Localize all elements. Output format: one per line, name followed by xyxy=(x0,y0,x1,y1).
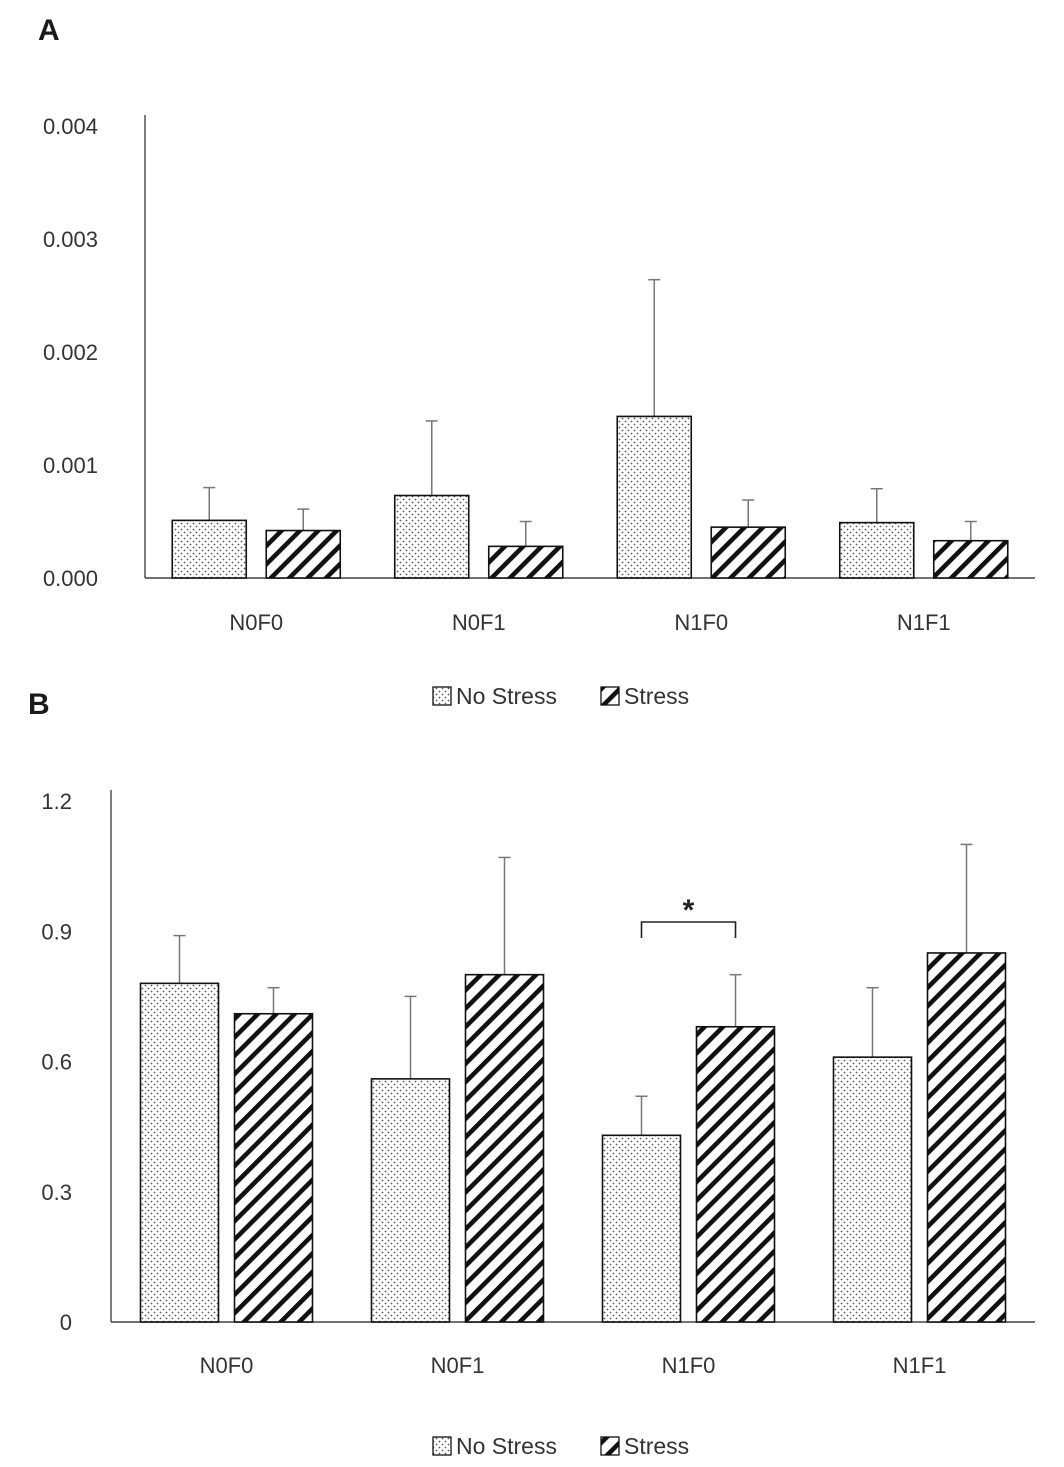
a-error-bars xyxy=(203,278,977,547)
panel-letter-a: A xyxy=(38,14,60,47)
b-error-bars xyxy=(173,843,973,1136)
b-category-label: N1F0 xyxy=(662,1353,716,1378)
b-bar-stress-n1f1 xyxy=(926,952,1007,1323)
a-y-tick-label: 0.003 xyxy=(43,227,98,252)
a-bars xyxy=(171,415,1009,579)
a-category-label: N1F1 xyxy=(897,610,951,635)
b-category-label: N0F1 xyxy=(431,1353,485,1378)
a-bar-no-stress-n1f0 xyxy=(616,415,693,579)
a-legend-swatch-stress xyxy=(600,686,620,706)
panel-b: B 0 0.3 0.6 0.9 1.2 N0F0 N0F1 N1F0 N1F1 * No St… xyxy=(28,688,1035,1459)
b-bar-no-stress-n1f0 xyxy=(601,1134,682,1323)
b-significance-label: * xyxy=(683,894,695,927)
a-bar-stress-n1f0 xyxy=(710,526,787,579)
b-y-axis-ticks: 0 0.3 0.6 0.9 1.2 xyxy=(41,789,72,1335)
a-legend-swatch-no-stress xyxy=(432,686,452,706)
a-category-label: N0F1 xyxy=(452,610,506,635)
a-y-tick-label: 0.001 xyxy=(43,453,98,478)
b-bar-stress-n0f1 xyxy=(464,973,545,1323)
b-legend-swatch-stress xyxy=(600,1436,620,1456)
b-bar-no-stress-n0f1 xyxy=(370,1078,451,1323)
b-bars xyxy=(139,952,1007,1323)
b-category-label: N0F0 xyxy=(200,1353,254,1378)
b-bar-stress-n1f0 xyxy=(695,1025,776,1323)
b-legend-swatch-no-stress xyxy=(432,1436,452,1456)
a-category-label: N1F0 xyxy=(674,610,728,635)
b-legend-label-stress: Stress xyxy=(624,1433,689,1459)
b-category-labels: N0F0 N0F1 N1F0 N1F1 xyxy=(200,1353,947,1378)
a-category-label: N0F0 xyxy=(229,610,283,635)
a-legend: No Stress Stress xyxy=(432,683,689,709)
b-y-tick-label: 0.9 xyxy=(41,919,72,944)
b-legend-label-no-stress: No Stress xyxy=(456,1433,557,1459)
a-bar-stress-n0f0 xyxy=(265,529,342,579)
b-y-tick-label: 0.6 xyxy=(41,1050,72,1075)
b-significance-bracket xyxy=(640,921,737,938)
a-bar-stress-n0f1 xyxy=(487,545,564,579)
b-y-tick-label: 1.2 xyxy=(41,789,72,814)
b-bar-no-stress-n1f1 xyxy=(832,1056,913,1323)
a-bar-stress-n1f1 xyxy=(932,539,1009,579)
a-bar-no-stress-n1f1 xyxy=(838,521,915,579)
a-y-tick-label: 0.002 xyxy=(43,340,98,365)
a-bar-no-stress-n0f0 xyxy=(171,519,248,579)
b-legend: No Stress Stress xyxy=(432,1433,689,1459)
b-significance-annotation: * xyxy=(640,894,737,938)
b-y-tick-label: 0 xyxy=(60,1310,72,1335)
b-category-label: N1F1 xyxy=(893,1353,947,1378)
a-y-axis-ticks: 0.000 0.001 0.002 0.003 0.004 xyxy=(43,114,98,591)
panel-letter-b: B xyxy=(28,688,50,721)
a-legend-label-stress: Stress xyxy=(624,683,689,709)
a-bar-no-stress-n0f1 xyxy=(393,494,470,579)
b-bar-stress-n0f0 xyxy=(233,1012,314,1323)
panel-a: A 0.000 0.001 0.002 0.003 0.004 N0F0 N0F1 N1F0… xyxy=(38,14,1035,709)
a-y-tick-label: 0.000 xyxy=(43,566,98,591)
a-legend-label-no-stress: No Stress xyxy=(456,683,557,709)
b-y-tick-label: 0.3 xyxy=(41,1180,72,1205)
a-category-labels: N0F0 N0F1 N1F0 N1F1 xyxy=(229,610,950,635)
a-y-tick-label: 0.004 xyxy=(43,114,98,139)
b-bar-no-stress-n0f0 xyxy=(139,982,220,1323)
